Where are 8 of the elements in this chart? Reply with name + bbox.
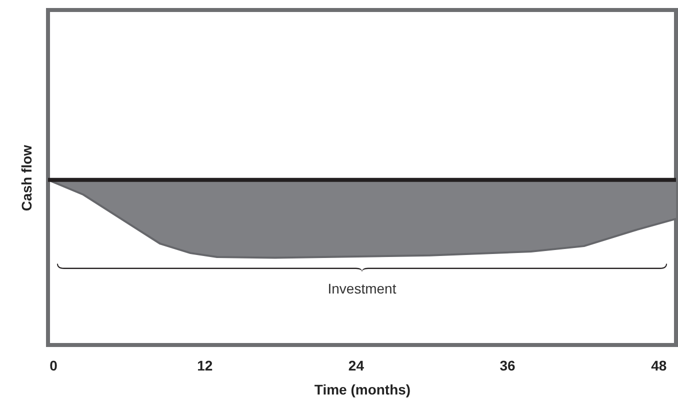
x-tick-label: 24 [348, 358, 364, 374]
x-tick-label: 48 [651, 358, 667, 374]
x-tick-label: 36 [500, 358, 516, 374]
x-tick-label: 12 [197, 358, 213, 374]
text: Investment [328, 280, 396, 297]
y-axis-title: Cash flow [18, 144, 34, 212]
x-axis-title: Time (months) [314, 382, 411, 398]
x-tick-label: 0 [50, 358, 58, 374]
